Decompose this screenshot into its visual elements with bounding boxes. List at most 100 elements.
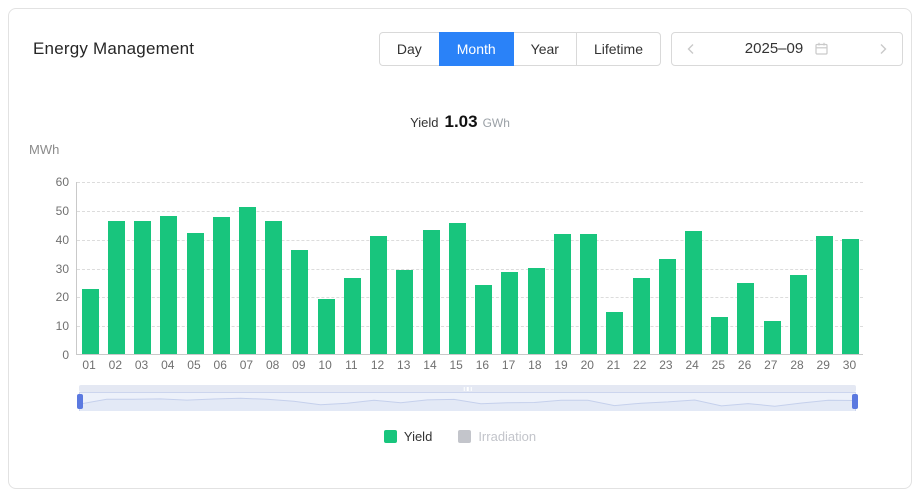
x-label-18: 18 — [528, 358, 542, 372]
bar-01[interactable] — [81, 289, 99, 354]
x-label-27: 27 — [764, 358, 778, 372]
x-label-15: 15 — [449, 358, 463, 372]
bar-21[interactable] — [606, 312, 624, 354]
next-period-button[interactable] — [874, 40, 892, 58]
date-display: 2025–09 — [745, 40, 829, 57]
bar-02[interactable] — [107, 221, 125, 354]
tab-month[interactable]: Month — [438, 31, 514, 66]
bar-18[interactable] — [527, 267, 545, 354]
tab-day[interactable]: Day — [378, 31, 440, 66]
x-label-03: 03 — [134, 358, 149, 372]
datazoom-slider[interactable] — [77, 385, 858, 411]
bar-03[interactable] — [134, 221, 152, 354]
x-label-21: 21 — [606, 358, 621, 372]
slider-track-top[interactable] — [79, 385, 856, 392]
bar-20[interactable] — [580, 234, 598, 354]
bar-19[interactable] — [553, 234, 571, 354]
y-tick-50: 50 — [55, 203, 69, 218]
tab-lifetime[interactable]: Lifetime — [575, 31, 661, 66]
bar-05[interactable] — [186, 232, 204, 354]
legend-item-yield[interactable]: Yield — [383, 429, 433, 444]
bar-26[interactable] — [737, 283, 755, 354]
x-label-01: 01 — [82, 358, 96, 372]
x-label-17: 17 — [501, 358, 516, 372]
x-label-04: 04 — [161, 358, 175, 372]
date-value[interactable]: 2025–09 — [744, 40, 804, 57]
bar-15[interactable] — [448, 222, 466, 354]
y-tick-10: 10 — [55, 319, 69, 334]
bar-24[interactable] — [684, 231, 702, 354]
plot-area: 0 10 20 30 40 50 60 — [56, 175, 863, 362]
energy-management-card: Energy Management Day Month Year Lifetime 2… — [8, 8, 912, 489]
x-label-16: 16 — [475, 358, 490, 372]
bar-06[interactable] — [212, 217, 230, 354]
prev-period-button[interactable] — [682, 40, 700, 58]
x-label-26: 26 — [737, 358, 752, 372]
yield-summary: Yield 1.03 GWh — [9, 112, 911, 132]
legend-item-irradiation[interactable]: Irradiation — [458, 429, 536, 444]
legend-label: Yield — [403, 429, 433, 444]
bar-29[interactable] — [816, 235, 834, 354]
bar-22[interactable] — [632, 277, 650, 354]
x-label-28: 28 — [790, 358, 804, 372]
x-label-02: 02 — [108, 358, 122, 372]
chevron-left-icon — [687, 43, 694, 54]
bar-16[interactable] — [475, 284, 493, 354]
slider-handle-left[interactable] — [77, 394, 83, 409]
chevron-right-icon — [880, 43, 887, 54]
tab-year[interactable]: Year — [512, 31, 577, 66]
bar-09[interactable] — [291, 250, 309, 354]
bar-13[interactable] — [396, 270, 414, 354]
legend-swatch-yield — [383, 430, 397, 443]
x-label-30: 30 — [842, 358, 857, 372]
bar-14[interactable] — [422, 230, 440, 354]
bar-23[interactable] — [658, 258, 676, 354]
bar-10[interactable] — [317, 299, 335, 354]
y-tick-30: 30 — [55, 261, 69, 276]
bar-28[interactable] — [789, 274, 807, 354]
bar-30[interactable] — [842, 238, 860, 354]
y-tick-0: 0 — [62, 348, 69, 362]
bar-12[interactable] — [370, 235, 388, 354]
x-axis-labels: 01 02 03 04 05 06 07 08 09 10 11 12 13 14 15 16 17 18 19 20… — [76, 358, 863, 372]
x-label-19: 19 — [554, 358, 568, 372]
gridline-10 — [77, 326, 863, 328]
bar-07[interactable] — [239, 206, 257, 354]
chart: Yield 1.03 GWh MWh 0 10 20 30 40 50 60 01 02 03 04 0… — [9, 66, 911, 490]
legend-swatch-irradiation — [458, 430, 472, 443]
yield-unit: GWh — [482, 116, 510, 130]
date-nav: 2025–09 — [671, 31, 903, 66]
x-label-23: 23 — [659, 358, 673, 372]
header: Energy Management Day Month Year Lifetime 2… — [9, 9, 911, 66]
gridline-50 — [77, 210, 863, 212]
x-label-07: 07 — [239, 358, 254, 372]
view-tabs: Day Month Year Lifetime — [378, 31, 661, 66]
calendar-icon[interactable] — [814, 41, 829, 56]
gridline-60 — [77, 182, 863, 183]
x-label-22: 22 — [633, 358, 647, 372]
slider-grip-icon[interactable] — [463, 386, 472, 391]
slider-sparkline — [80, 397, 855, 411]
x-label-11: 11 — [345, 358, 358, 372]
bar-25[interactable] — [711, 316, 729, 354]
slider-window[interactable] — [77, 392, 858, 411]
calendar-glyph — [815, 42, 828, 55]
legend: Yield Irradiation — [9, 429, 911, 444]
bar-04[interactable] — [160, 215, 178, 354]
gridline-20 — [77, 297, 863, 299]
x-label-10: 10 — [318, 358, 332, 372]
x-label-12: 12 — [370, 358, 385, 372]
bar-17[interactable] — [501, 271, 519, 354]
x-label-06: 06 — [213, 358, 227, 372]
x-label-13: 13 — [397, 358, 411, 372]
bar-08[interactable] — [265, 221, 283, 354]
bar-27[interactable] — [763, 320, 781, 354]
y-axis-unit-label: MWh — [29, 142, 60, 157]
yield-label: Yield — [410, 115, 439, 130]
x-label-24: 24 — [685, 358, 699, 372]
y-tick-60: 60 — [55, 175, 69, 189]
bar-11[interactable] — [343, 277, 361, 354]
legend-label: Irradiation — [478, 429, 537, 444]
slider-handle-right[interactable] — [852, 394, 858, 409]
x-label-14: 14 — [423, 358, 437, 372]
